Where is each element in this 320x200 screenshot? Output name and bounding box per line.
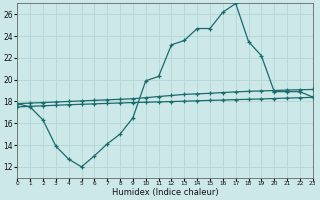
X-axis label: Humidex (Indice chaleur): Humidex (Indice chaleur) <box>112 188 218 197</box>
